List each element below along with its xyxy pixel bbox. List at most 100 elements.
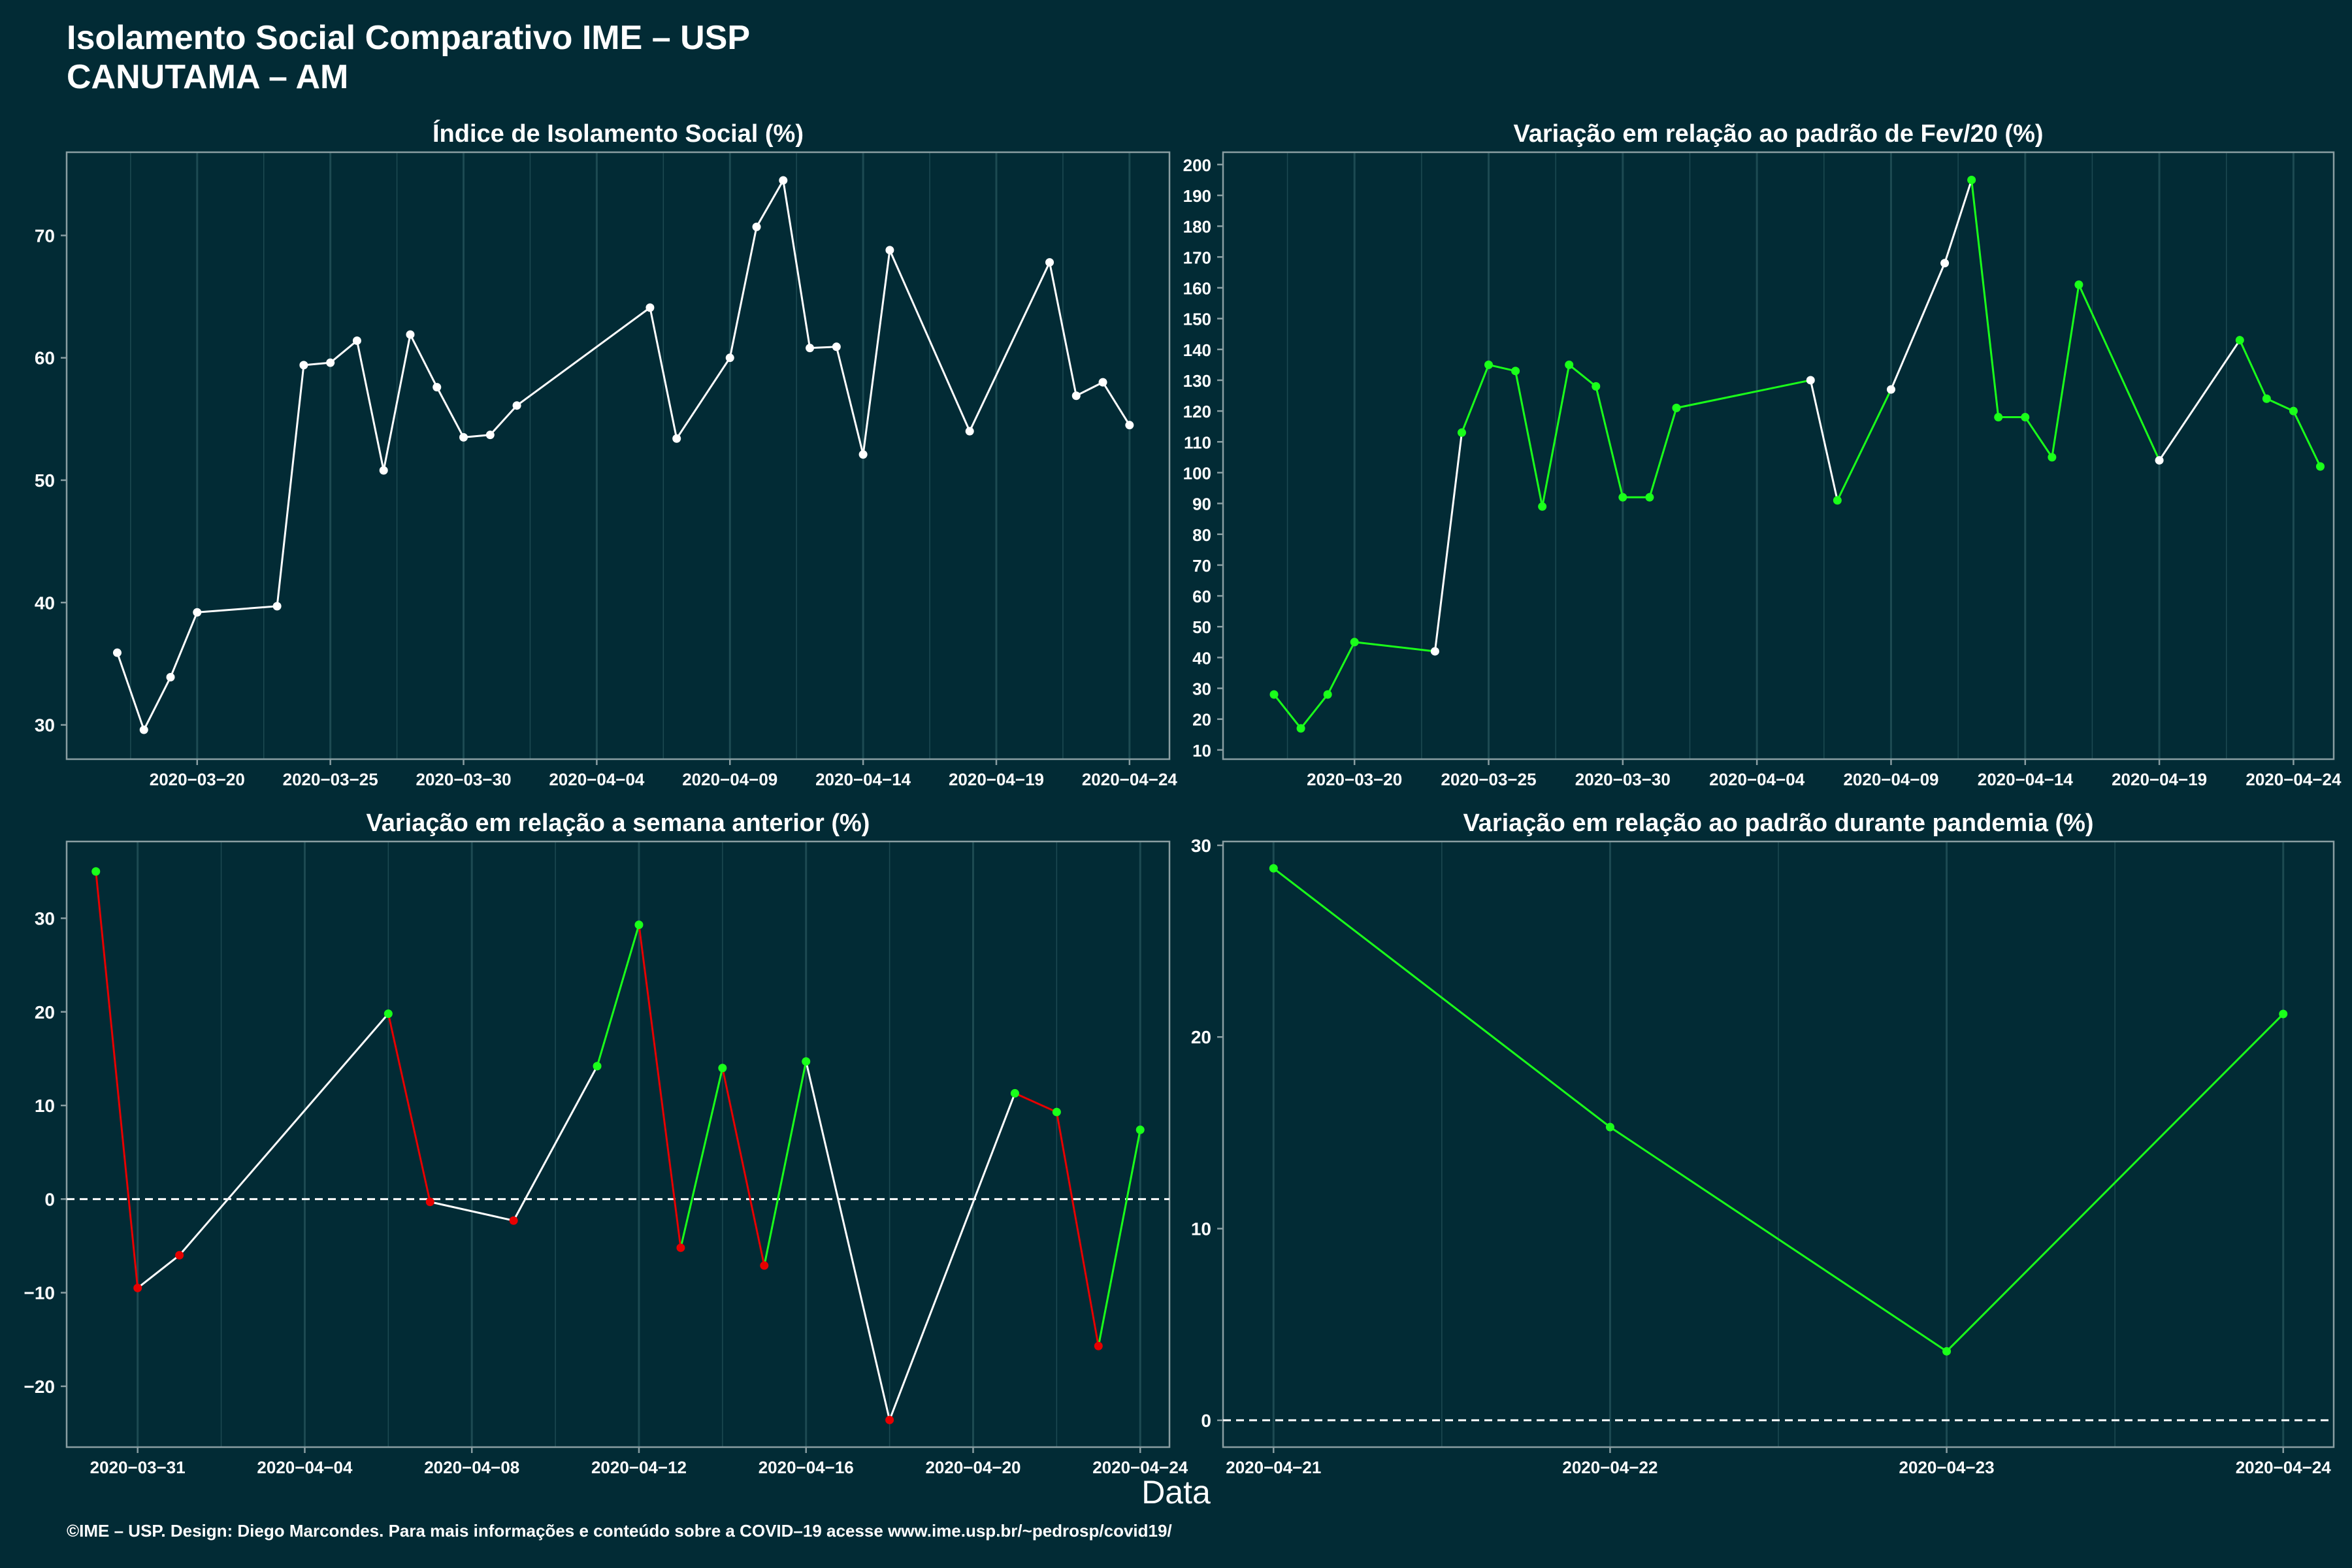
x-tick-label: 2020−03−30	[1575, 770, 1671, 789]
data-point	[384, 1009, 393, 1019]
x-tick-label: 2020−04−09	[682, 770, 777, 789]
series-segment	[1075, 381, 1103, 397]
data-point	[1994, 413, 2003, 422]
y-tick-label: 190	[1183, 186, 1211, 206]
data-point	[512, 401, 521, 410]
x-axis-label: Data	[1141, 1474, 1211, 1511]
data-point	[1296, 724, 1305, 733]
series-segment	[95, 871, 139, 1288]
series-segment	[463, 434, 491, 438]
data-point	[1645, 493, 1654, 502]
y-tick-label: 0	[1201, 1411, 1211, 1431]
x-tick-label: 2020−04−04	[1709, 770, 1805, 789]
data-point	[433, 383, 442, 392]
data-point	[1886, 385, 1895, 394]
y-tick-label: 40	[1192, 648, 1211, 668]
data-point	[806, 344, 815, 353]
data-point	[272, 602, 282, 611]
series-segment	[1102, 382, 1131, 426]
y-tick-label: 80	[1192, 525, 1211, 545]
data-point	[1833, 496, 1842, 505]
data-point	[858, 450, 868, 459]
data-point	[1071, 391, 1081, 400]
series-segment	[429, 1201, 514, 1222]
x-tick-label: 2020−04−20	[925, 1458, 1021, 1477]
x-tick-label: 2020−04−12	[591, 1458, 687, 1477]
data-point	[2021, 413, 2030, 422]
data-point	[1605, 1122, 1614, 1132]
data-point	[1052, 1107, 1061, 1117]
series-segment	[1890, 263, 1946, 390]
series-segment	[782, 180, 811, 348]
y-tick-label: 50	[35, 470, 55, 491]
series-segment	[1433, 432, 1463, 652]
x-tick-label: 2020−04−24	[2246, 770, 2342, 789]
series-segment	[382, 334, 412, 471]
panel-frame	[65, 840, 1171, 1448]
series-segment	[1609, 1126, 1948, 1352]
data-point	[133, 1283, 142, 1292]
data-point	[1094, 1341, 1103, 1350]
title-line-2: CANUTAMA – AM	[67, 58, 349, 96]
y-tick-label: 70	[35, 225, 55, 246]
series-segment	[1836, 389, 1892, 501]
x-tick-label: 2020−03−25	[283, 770, 378, 789]
series-segment	[387, 1013, 431, 1202]
y-tick-label: −20	[24, 1377, 56, 1397]
data-point	[1565, 360, 1574, 369]
data-point	[326, 358, 335, 367]
series-segment	[137, 1254, 180, 1289]
series-segment	[169, 612, 199, 678]
series-segment	[1648, 407, 1678, 498]
data-point	[1125, 421, 1134, 430]
y-tick-label: 90	[1192, 495, 1211, 514]
series-segment	[2024, 416, 2053, 458]
series-segment	[676, 357, 731, 440]
series-segment	[303, 361, 331, 367]
data-point	[725, 353, 734, 363]
data-point	[885, 246, 894, 255]
y-tick-label: 100	[1183, 463, 1211, 483]
data-point	[406, 330, 415, 339]
y-tick-label: 110	[1184, 433, 1211, 452]
series-segment	[355, 340, 385, 471]
panel-variation-pandemic: Variação em relação ao padrão durante pa…	[1191, 809, 2335, 1477]
series-segment	[755, 180, 785, 227]
series-segment	[2078, 284, 2161, 461]
data-point	[1940, 259, 1950, 268]
data-point	[1045, 258, 1054, 267]
y-tick-label: 180	[1183, 217, 1211, 237]
data-point	[1484, 360, 1494, 369]
series-segment	[809, 346, 837, 350]
series-segment	[116, 652, 145, 730]
data-point	[802, 1057, 811, 1066]
series-segment	[1946, 1013, 2284, 1352]
series-segment	[142, 676, 172, 730]
data-point	[352, 336, 361, 345]
y-tick-label: 20	[1191, 1027, 1211, 1047]
series-segment	[1273, 694, 1302, 729]
x-tick-label: 2020−03−31	[90, 1458, 186, 1477]
x-tick-label: 2020−04−08	[424, 1458, 519, 1477]
data-point	[634, 921, 644, 930]
data-point	[1269, 690, 1279, 699]
y-tick-label: 50	[1192, 617, 1211, 637]
data-point	[112, 648, 122, 657]
y-tick-label: 150	[1183, 310, 1211, 329]
series-segment	[1097, 1130, 1141, 1347]
data-point	[2074, 280, 2083, 289]
data-point	[1592, 382, 1601, 391]
series-segment	[516, 306, 651, 406]
data-point	[2235, 336, 2244, 345]
x-tick-label: 2020−03−30	[416, 770, 511, 789]
data-point	[2315, 462, 2325, 471]
data-point	[676, 1243, 685, 1252]
data-point	[885, 1415, 894, 1424]
x-tick-label: 2020−03−20	[150, 770, 245, 789]
data-point	[645, 303, 655, 312]
panel-isolation-index: Índice de Isolamento Social (%) 30 40 50 60 7…	[35, 119, 1178, 789]
data-point	[672, 434, 681, 443]
data-point	[193, 608, 202, 617]
